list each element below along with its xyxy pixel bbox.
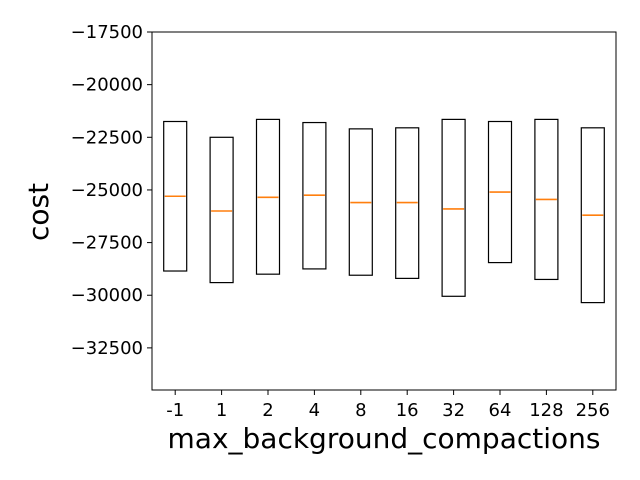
x-tick-label: 16 — [396, 400, 419, 421]
x-tick-label: 128 — [529, 400, 563, 421]
y-axis-label: cost — [22, 183, 55, 241]
box-2 — [255, 118, 281, 275]
x-axis-label: max_background_compactions — [168, 422, 601, 455]
y-tick-label: −27500 — [71, 233, 143, 254]
box-series — [163, 118, 605, 304]
x-tick-label: -1 — [166, 400, 184, 421]
x-tick-label: 8 — [355, 400, 366, 421]
plot-frame — [151, 31, 617, 391]
box-128 — [534, 118, 559, 281]
x-tick-label: 32 — [442, 400, 465, 421]
box-64 — [487, 120, 513, 264]
x-tick-label: 256 — [576, 400, 610, 421]
x-tick-label: 4 — [309, 400, 320, 421]
x-axis-ticks: -1 1 2 4 8 16 32 64 128 256 — [166, 390, 610, 421]
y-tick-label: −30000 — [71, 285, 143, 306]
y-tick-label: −22500 — [71, 127, 143, 148]
y-tick-label: −20000 — [71, 75, 143, 96]
y-tick-label: −17500 — [71, 22, 143, 43]
y-tick-label: −25000 — [71, 180, 143, 201]
box-4 — [302, 121, 327, 270]
axes — [151, 31, 617, 391]
box-32 — [441, 118, 466, 297]
y-axis-ticks: −17500 −20000 −22500 −25000 −27500 −30000 −325… — [71, 22, 152, 359]
box-256 — [580, 127, 605, 304]
box-1 — [209, 136, 234, 284]
box-16 — [395, 127, 420, 279]
box-8 — [348, 128, 373, 276]
x-tick-label: 64 — [489, 400, 512, 421]
x-tick-label: 1 — [216, 400, 227, 421]
x-tick-label: 2 — [262, 400, 273, 421]
y-tick-label: −32500 — [71, 338, 143, 359]
box--1 — [163, 120, 188, 272]
